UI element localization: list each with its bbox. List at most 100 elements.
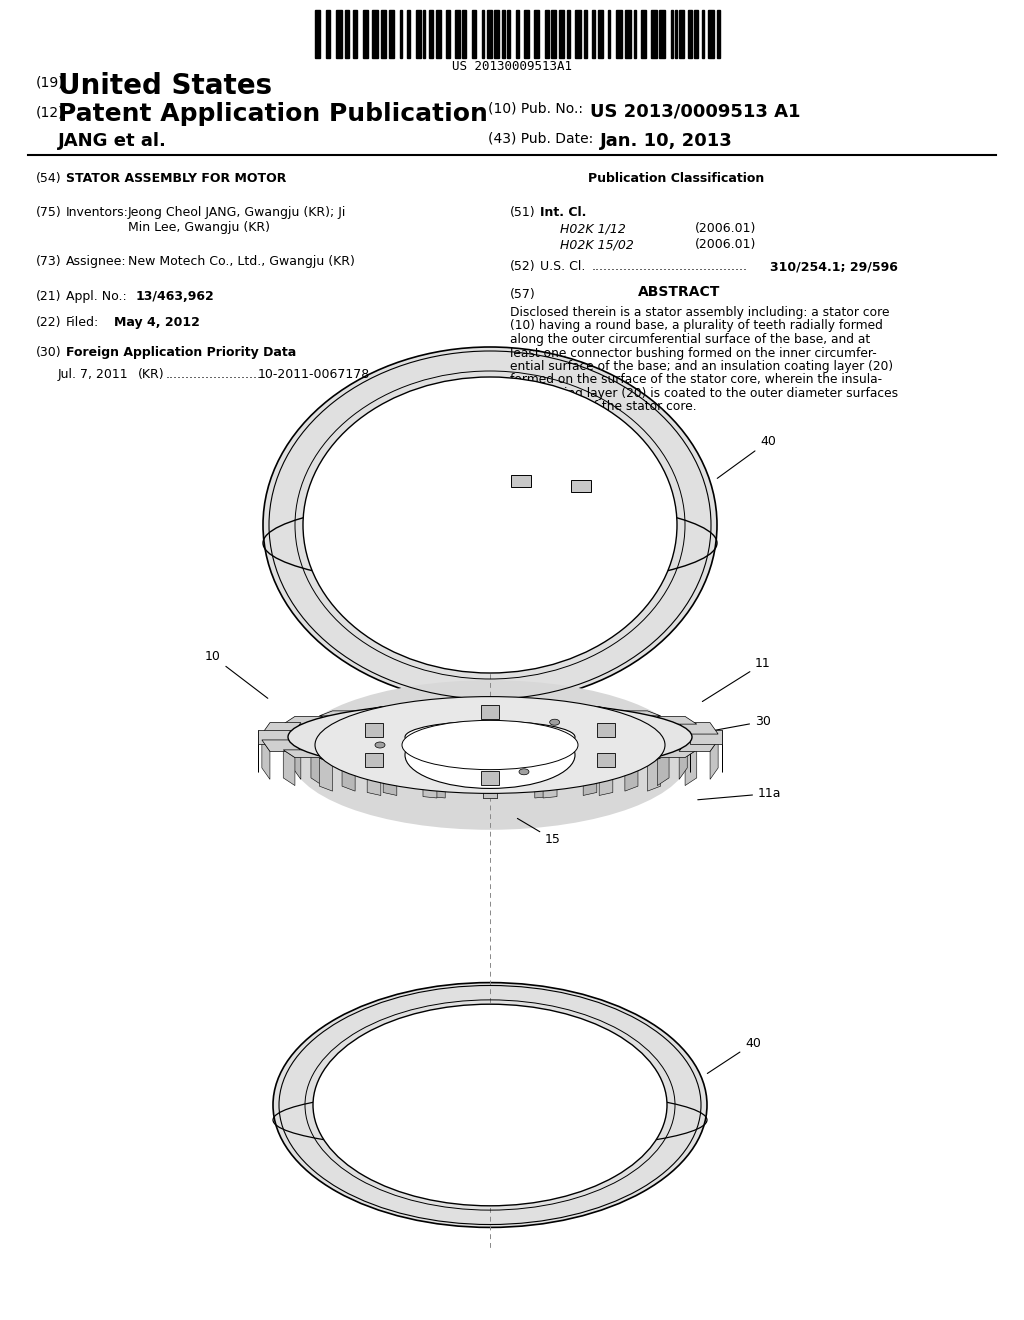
Polygon shape <box>685 750 696 785</box>
Bar <box>372 11 378 58</box>
Bar <box>336 11 342 58</box>
Bar <box>708 11 714 58</box>
Polygon shape <box>368 706 397 710</box>
Bar <box>482 11 484 58</box>
Bar <box>455 11 460 58</box>
Polygon shape <box>423 704 445 705</box>
Text: along the outer circumferential surface of the base, and at: along the outer circumferential surface … <box>510 333 870 346</box>
Text: (12): (12) <box>36 106 65 120</box>
Ellipse shape <box>402 721 578 770</box>
Text: 15: 15 <box>517 818 561 846</box>
Text: 10: 10 <box>205 649 268 698</box>
FancyBboxPatch shape <box>481 705 499 718</box>
Bar <box>326 11 330 58</box>
Text: (22): (22) <box>36 315 61 329</box>
Text: Int. Cl.: Int. Cl. <box>540 206 587 219</box>
Text: 30: 30 <box>648 715 771 743</box>
Polygon shape <box>368 764 381 796</box>
Text: ........................: ........................ <box>166 368 262 381</box>
Polygon shape <box>483 771 497 799</box>
Bar <box>362 11 368 58</box>
Bar <box>381 11 386 58</box>
FancyBboxPatch shape <box>597 723 614 737</box>
Polygon shape <box>710 741 718 779</box>
Bar <box>717 11 720 58</box>
Text: Inventors:: Inventors: <box>66 206 129 219</box>
Ellipse shape <box>375 742 385 748</box>
Polygon shape <box>535 768 549 799</box>
Text: May 4, 2012: May 4, 2012 <box>114 315 200 329</box>
Bar <box>688 11 692 58</box>
Ellipse shape <box>263 347 717 704</box>
Text: U.S. Cl.: U.S. Cl. <box>540 260 586 273</box>
Bar <box>625 11 631 58</box>
Polygon shape <box>262 722 301 734</box>
Bar <box>575 11 581 58</box>
Polygon shape <box>368 764 397 767</box>
Bar <box>559 11 564 58</box>
Text: ABSTRACT: ABSTRACT <box>638 285 720 300</box>
Text: ential surface of the base; and an insulation coating layer (20): ential surface of the base; and an insul… <box>510 360 893 374</box>
Bar <box>516 11 519 58</box>
Polygon shape <box>535 704 557 705</box>
Text: H02K 1/12: H02K 1/12 <box>560 222 626 235</box>
Bar <box>315 11 319 58</box>
Bar <box>659 11 665 58</box>
Bar <box>675 11 677 58</box>
Bar <box>423 11 425 58</box>
Text: (10) Pub. No.:: (10) Pub. No.: <box>488 102 583 116</box>
Bar <box>651 11 657 58</box>
Text: (73): (73) <box>36 255 61 268</box>
Text: (51): (51) <box>510 206 536 219</box>
Polygon shape <box>319 711 355 715</box>
Text: 40: 40 <box>708 1038 761 1073</box>
Text: (19): (19) <box>36 77 65 90</box>
Bar <box>416 11 421 58</box>
Text: (30): (30) <box>36 346 61 359</box>
Bar <box>389 11 394 58</box>
Polygon shape <box>284 750 323 758</box>
Text: 310/254.1; 29/596: 310/254.1; 29/596 <box>770 260 898 273</box>
Polygon shape <box>262 741 270 779</box>
Text: New Motech Co., Ltd., Gwangju (KR): New Motech Co., Ltd., Gwangju (KR) <box>128 255 355 268</box>
Bar <box>616 11 622 58</box>
Bar <box>634 11 636 58</box>
Bar <box>598 11 603 58</box>
Bar <box>551 11 556 58</box>
Ellipse shape <box>315 697 665 793</box>
FancyBboxPatch shape <box>597 754 614 767</box>
Polygon shape <box>319 758 333 791</box>
Bar <box>545 11 549 58</box>
Bar <box>494 11 499 58</box>
Polygon shape <box>431 768 445 799</box>
Polygon shape <box>423 768 437 799</box>
Polygon shape <box>679 741 687 779</box>
Polygon shape <box>284 717 323 725</box>
Polygon shape <box>293 741 301 779</box>
Ellipse shape <box>303 378 677 673</box>
Text: 40: 40 <box>717 436 776 478</box>
Polygon shape <box>690 730 722 744</box>
Text: United States: United States <box>58 73 272 100</box>
Ellipse shape <box>519 768 529 775</box>
Text: H02K 15/02: H02K 15/02 <box>560 238 634 251</box>
Text: formed on the surface of the stator core, wherein the insula-: formed on the surface of the stator core… <box>510 374 882 387</box>
Text: Filed:: Filed: <box>66 315 99 329</box>
Ellipse shape <box>288 702 692 772</box>
Text: Disclosed therein is a stator assembly including: a stator core: Disclosed therein is a stator assembly i… <box>510 306 890 319</box>
Bar <box>507 11 510 58</box>
Bar <box>345 11 349 58</box>
Bar <box>694 11 698 58</box>
Text: JANG et al.: JANG et al. <box>58 132 167 150</box>
Text: of the teeth of the stator core.: of the teeth of the stator core. <box>510 400 696 413</box>
Polygon shape <box>625 711 660 715</box>
Text: US 20130009513A1: US 20130009513A1 <box>452 59 572 73</box>
Bar <box>400 11 402 58</box>
Polygon shape <box>657 750 669 785</box>
Text: Assignee:: Assignee: <box>66 255 127 268</box>
Bar <box>502 11 505 58</box>
Bar <box>584 11 587 58</box>
Polygon shape <box>583 706 612 710</box>
Text: Jan. 10, 2013: Jan. 10, 2013 <box>600 132 733 150</box>
Text: (2006.01): (2006.01) <box>695 238 757 251</box>
